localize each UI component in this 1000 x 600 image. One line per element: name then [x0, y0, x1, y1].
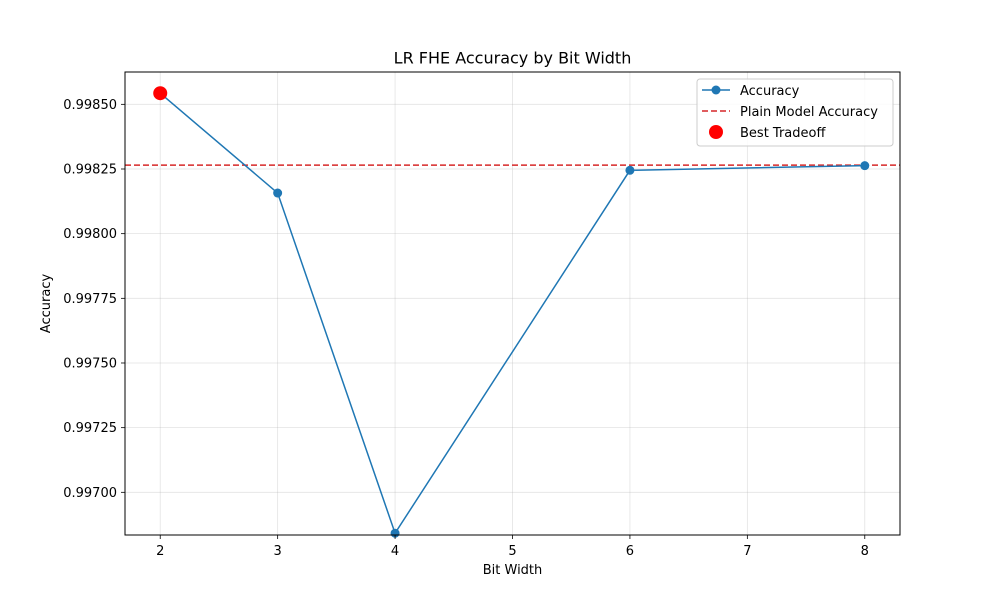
- accuracy-point: [625, 165, 635, 175]
- legend-accuracy-marker: [711, 85, 721, 95]
- x-tick-label: 6: [626, 544, 634, 559]
- x-tick-label: 7: [743, 544, 751, 559]
- x-axis: 2 3 4 5 6 7 8: [156, 535, 869, 559]
- x-tick-label: 5: [508, 544, 516, 559]
- x-tick-label: 8: [861, 544, 869, 559]
- chart-title: LR FHE Accuracy by Bit Width: [394, 49, 632, 68]
- y-tick-label: 0.99800: [63, 227, 117, 242]
- y-tick-label: 0.99725: [63, 421, 117, 436]
- plot-area: [125, 86, 900, 538]
- legend-best-label: Best Tradeoff: [740, 126, 826, 141]
- y-tick-label: 0.99700: [63, 486, 117, 501]
- legend-box: [696, 78, 894, 147]
- x-tick-label: 2: [156, 544, 164, 559]
- y-axis: 0.99700 0.99725 0.99750 0.99775 0.99800 0.998…: [63, 98, 125, 501]
- y-tick-label: 0.99775: [63, 292, 117, 307]
- legend-accuracy-label: Accuracy: [740, 84, 800, 99]
- x-axis-title: Bit Width: [483, 563, 543, 578]
- legend: Accuracy Plain Model Accuracy Best Trade…: [696, 78, 894, 147]
- legend-plain-label: Plain Model Accuracy: [740, 105, 878, 120]
- accuracy-point: [860, 161, 870, 171]
- legend-best-marker: [709, 125, 723, 139]
- y-axis-title: Accuracy: [39, 274, 54, 334]
- x-tick-label: 3: [274, 544, 282, 559]
- x-tick-label: 4: [391, 544, 399, 559]
- y-tick-label: 0.99825: [63, 162, 117, 177]
- best-tradeoff-point: [153, 86, 168, 101]
- accuracy-point: [273, 188, 283, 198]
- y-tick-label: 0.99750: [63, 356, 117, 371]
- y-tick-label: 0.99850: [63, 98, 117, 113]
